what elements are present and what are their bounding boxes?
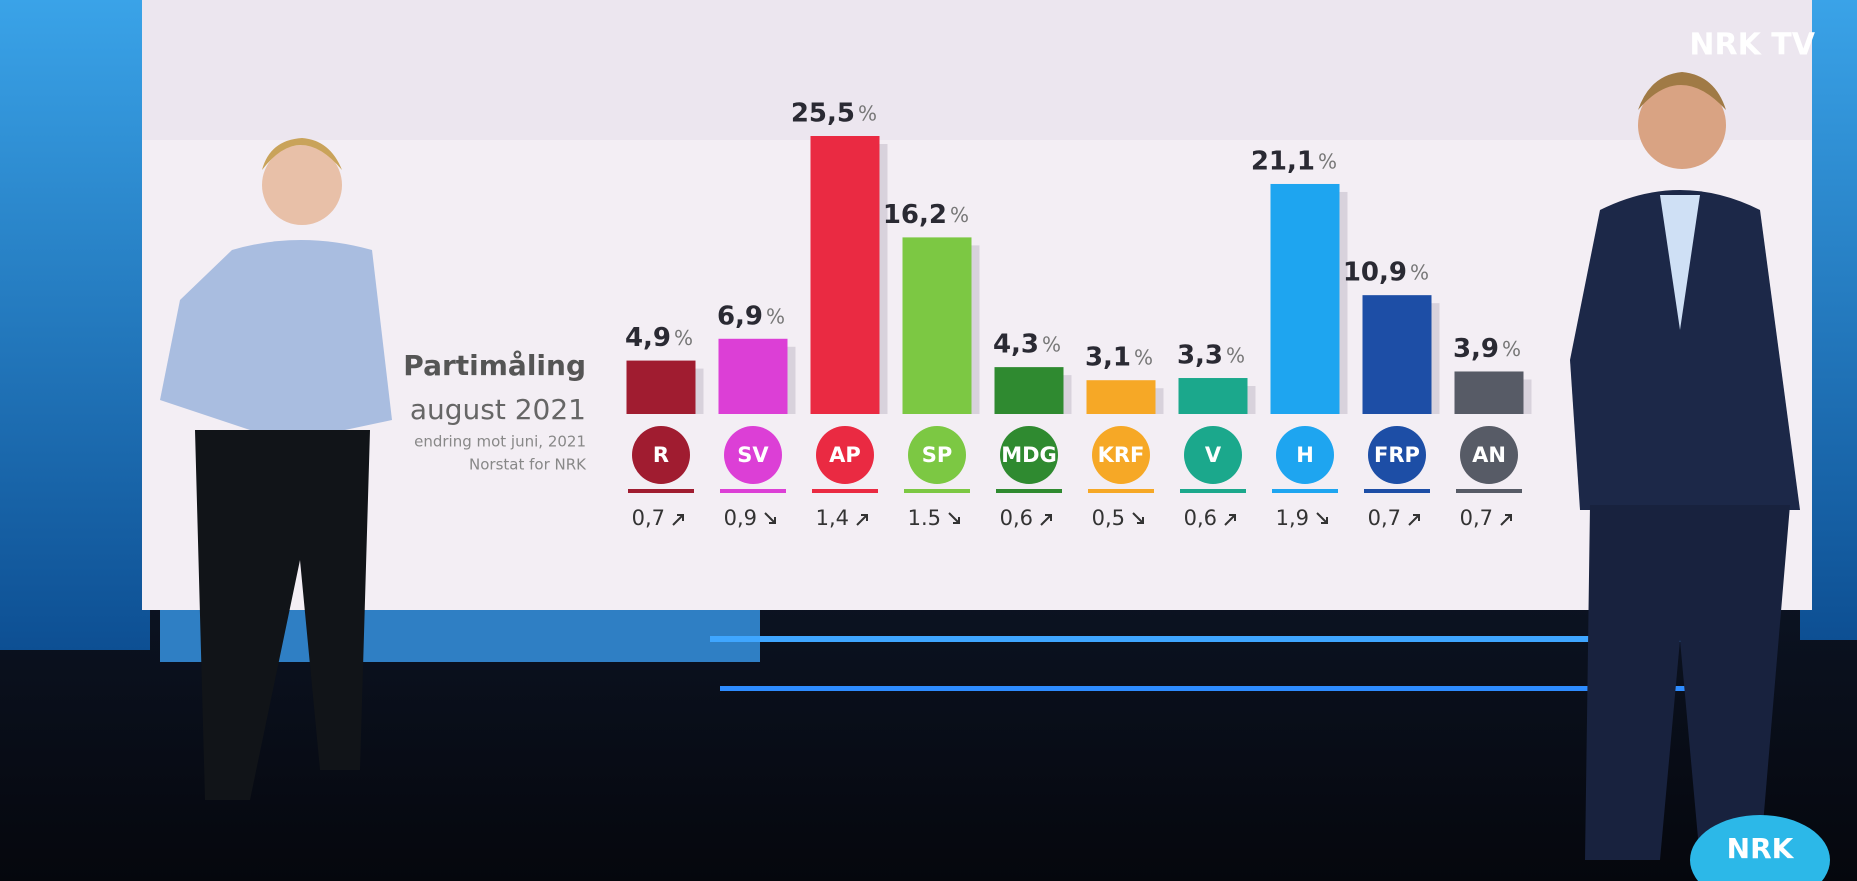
change-label: 0,9 [724,506,757,530]
video-wall-top [142,0,1812,140]
party-underline [996,489,1062,493]
value-label: 3,1 [1085,343,1131,373]
value-label: 6,9 [717,301,763,331]
value-unit: % [1502,337,1521,361]
change-label: 0,7 [632,506,665,530]
change-arrow [764,512,776,524]
change-label: 0,6 [1000,506,1033,530]
party-label: FRP [1374,443,1420,467]
value-unit: % [858,102,877,126]
change-label: 1,4 [816,506,849,530]
change-label: 0,5 [1092,506,1125,530]
value-unit: % [950,203,969,227]
party-label: MDG [1001,443,1057,467]
party-badge [1276,426,1334,484]
change-arrow [1040,514,1052,526]
change-label: 0,7 [1460,506,1493,530]
party-label: SP [922,443,953,467]
value-label: 3,9 [1453,334,1499,364]
value-label: 4,9 [625,323,671,353]
party-label: SV [737,443,769,467]
party-label: AP [829,443,861,467]
party-badge [632,426,690,484]
value-unit: % [1042,333,1061,357]
change-label: 0,6 [1184,506,1217,530]
change-arrow [1224,514,1236,526]
party-label: H [1296,443,1314,467]
change-arrow [672,514,684,526]
value-label: 4,3 [993,330,1039,360]
bar [810,136,880,414]
chart-note: Norstat for NRK [469,456,587,474]
change-arrow [856,514,868,526]
change-arrow [1408,514,1420,526]
corner-logo: NRK [1727,832,1795,865]
value-unit: % [1318,149,1337,173]
left-wall [0,0,150,650]
change-arrow [1316,512,1328,524]
change-label: 1,9 [1276,506,1309,530]
party-label: R [653,443,669,467]
presenter-right [1570,72,1800,860]
party-badge [1092,426,1150,484]
party-badge [724,426,782,484]
bar [1178,378,1248,414]
party-underline [628,489,694,493]
party-badge [1460,426,1518,484]
bar [1270,183,1340,414]
party-badge [1000,426,1058,484]
value-label: 25,5 [791,99,855,129]
chart-subtitle: august 2021 [410,393,586,426]
change-arrow [1500,514,1512,526]
value-unit: % [1134,346,1153,370]
light-strip [720,686,1750,691]
value-unit: % [674,326,693,350]
bar [626,360,696,414]
bar [902,237,972,414]
value-unit: % [1226,344,1245,368]
party-underline [1456,489,1522,493]
party-badge [1368,426,1426,484]
party-underline [904,489,970,493]
bar [1362,295,1432,414]
change-label: 0,7 [1368,506,1401,530]
bar [994,367,1064,414]
party-underline [1180,489,1246,493]
value-unit: % [1410,261,1429,285]
value-unit: % [766,304,785,328]
bar [1086,380,1156,414]
value-label: 16,2 [883,200,947,230]
party-underline [1364,489,1430,493]
chart-note: endring mot juni, 2021 [414,433,586,451]
party-label: V [1205,443,1222,467]
chart-title: Partimåling [403,349,586,382]
party-label: AN [1472,443,1506,467]
value-label: 10,9 [1343,258,1407,288]
party-underline [1272,489,1338,493]
value-label: 21,1 [1251,146,1315,176]
party-underline [812,489,878,493]
presenter-left [160,138,392,800]
change-arrow [948,512,960,524]
party-label: KRF [1098,443,1145,467]
party-badge [816,426,874,484]
corner-logo-badge [1690,815,1830,881]
change-label: 1.5 [908,506,941,530]
party-badge [1184,426,1242,484]
party-underline [720,489,786,493]
change-arrow [1132,512,1144,524]
value-label: 3,3 [1177,341,1223,371]
chart: Partimåling august 2021 endring mot juni… [403,99,1532,530]
channel-logo: NRK TV [1689,28,1815,63]
bar [718,338,788,414]
light-strip [710,636,1750,642]
bar [1454,371,1524,414]
party-underline [1088,489,1154,493]
party-badge [908,426,966,484]
